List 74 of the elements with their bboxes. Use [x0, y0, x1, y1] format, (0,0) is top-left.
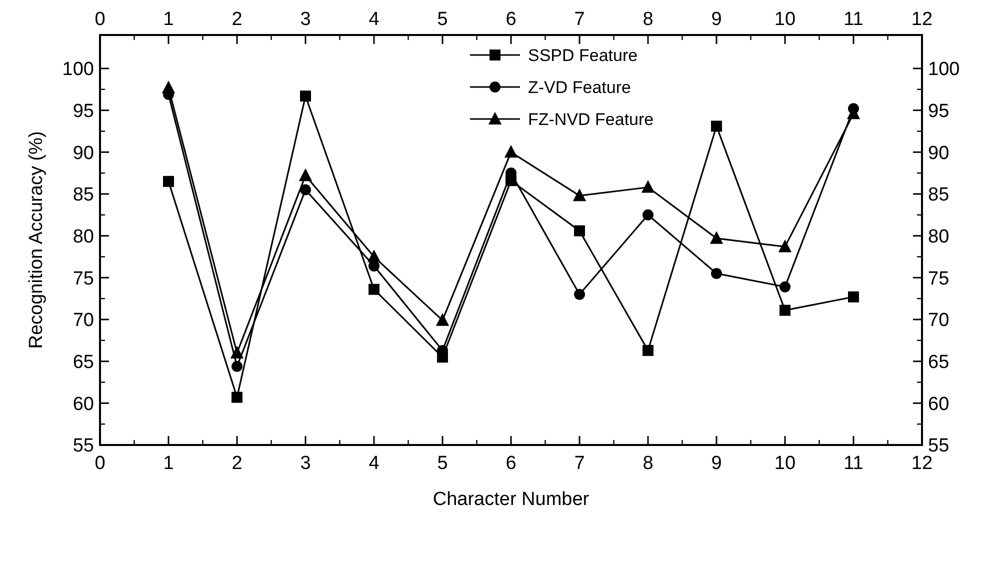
- y-tick-label: 90: [72, 142, 94, 164]
- point: [300, 90, 311, 102]
- point: [367, 250, 381, 262]
- x2-tick-label: 3: [300, 453, 311, 474]
- y-tick-label: 60: [72, 394, 94, 415]
- legend-label: Z-VD Feature: [528, 78, 631, 97]
- x2-tick-label: 4: [368, 453, 380, 474]
- point: [504, 144, 518, 158]
- y2-tick-label: 95: [928, 100, 950, 122]
- point: [574, 225, 585, 236]
- point: [230, 346, 244, 358]
- x-tick-label: 9: [711, 9, 722, 30]
- point: [778, 240, 792, 252]
- y2-tick-label: 100: [928, 59, 960, 80]
- y-axis-title: Recognition Accuracy (%): [26, 131, 47, 349]
- x-tick-label: 4: [368, 9, 380, 30]
- point: [710, 231, 724, 244]
- x-tick-label: 6: [506, 9, 516, 30]
- legend-label: FZ-NVD Feature: [528, 110, 654, 129]
- point: [368, 284, 380, 295]
- y2-tick-label: 65: [928, 352, 950, 373]
- point: [300, 184, 311, 196]
- point: [642, 209, 654, 220]
- point: [641, 180, 655, 193]
- point: [780, 281, 790, 292]
- y-tick-label: 70: [72, 310, 94, 332]
- y2-tick-label: 85: [928, 184, 950, 206]
- point: [572, 188, 586, 202]
- y2-tick-label: 60: [928, 394, 950, 415]
- y-tick-label: 85: [72, 184, 94, 206]
- y2-tick-label: 80: [928, 226, 950, 248]
- y-tick-label: 95: [72, 100, 94, 122]
- point: [642, 344, 654, 356]
- point: [711, 268, 722, 279]
- point: [436, 313, 450, 326]
- x-tick-label: 2: [232, 9, 242, 30]
- point: [163, 176, 174, 187]
- x-axis-title: Character Number: [432, 489, 590, 510]
- point: [232, 360, 242, 372]
- x2-tick-label: 5: [437, 453, 448, 474]
- x2-tick-label: 2: [232, 453, 242, 474]
- x2-tick-label: 10: [774, 453, 796, 474]
- x2-tick-label: 1: [163, 453, 174, 474]
- point: [574, 288, 585, 300]
- point: [711, 120, 722, 132]
- y2-tick-label: 90: [928, 142, 950, 164]
- x2-tick-label: 9: [711, 453, 722, 474]
- x-tick-label: 12: [911, 9, 933, 30]
- x2-tick-label: 6: [506, 453, 516, 474]
- point: [298, 168, 312, 182]
- x-tick-label: 11: [844, 9, 864, 30]
- y-tick-label: 100: [62, 59, 94, 80]
- point: [232, 392, 242, 403]
- y2-tick-label: 75: [928, 268, 950, 290]
- y-tick-label: 80: [72, 226, 94, 248]
- point: [848, 291, 859, 302]
- x-tick-label: 7: [574, 9, 585, 30]
- y2-tick-label: 70: [928, 310, 950, 332]
- point: [780, 304, 790, 316]
- x-tick-label: 3: [300, 9, 311, 30]
- point: [162, 80, 176, 94]
- x-tick-label: 1: [163, 9, 174, 30]
- x2-tick-label: 11: [844, 453, 864, 474]
- y-tick-label: 75: [72, 268, 94, 290]
- x-tick-label: 8: [642, 9, 654, 30]
- x-tick-label: 10: [774, 9, 796, 30]
- y-tick-label: 65: [72, 352, 94, 373]
- x2-tick-label: 8: [642, 453, 654, 474]
- x-tick-label: 0: [94, 9, 106, 30]
- x2-tick-label: 7: [574, 453, 585, 474]
- x2-tick-label: 0: [94, 453, 106, 474]
- y-tick-label: 55: [72, 436, 94, 457]
- legend-label: SSPD Feature: [528, 46, 638, 65]
- x-tick-label: 5: [437, 9, 448, 30]
